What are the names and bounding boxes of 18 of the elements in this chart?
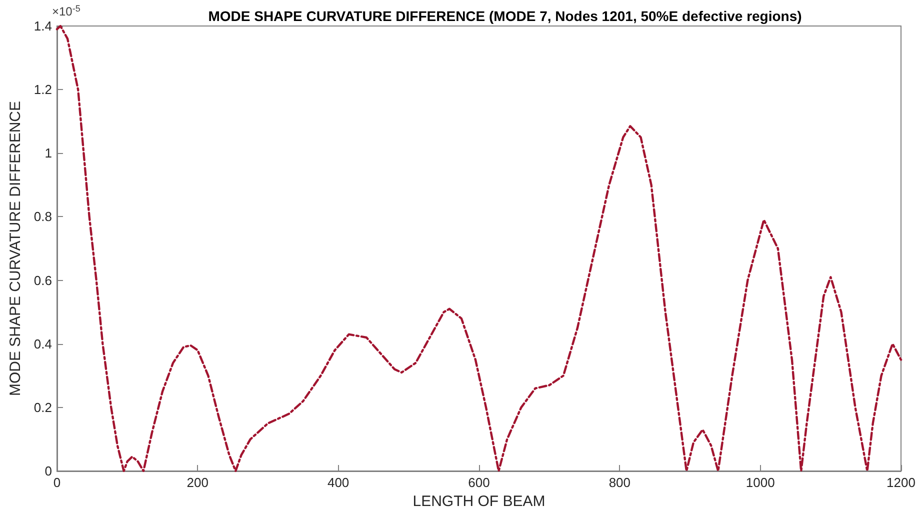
y-tick-label: 0.6 bbox=[34, 272, 52, 288]
y-axis-title: MODE SHAPE CURVATURE DIFFERENCE bbox=[7, 100, 24, 396]
y-tick-label: 1.4 bbox=[34, 18, 52, 34]
x-axis-title: LENGTH OF BEAM bbox=[412, 492, 546, 510]
y-tick-label: 0.2 bbox=[34, 400, 52, 415]
x-tick-label: 200 bbox=[186, 475, 208, 490]
y-tick-label: 0 bbox=[44, 464, 52, 478]
y-tick-label: 1 bbox=[44, 146, 52, 161]
x-tick-label: 600 bbox=[468, 475, 490, 490]
x-tick-label: 800 bbox=[608, 475, 631, 490]
x-tick-label: 400 bbox=[327, 475, 350, 490]
y-tick-label: 0.8 bbox=[34, 209, 52, 224]
y-tick-label: 0.4 bbox=[34, 336, 52, 352]
line-series bbox=[56, 24, 902, 472]
x-tick-label: 1000 bbox=[746, 475, 775, 490]
x-tick-label: 1200 bbox=[886, 475, 916, 490]
chart-title: MODE SHAPE CURVATURE DIFFERENCE (MODE 7, Nodes 1201, 50%E defective regions) bbox=[208, 8, 802, 24]
y-tick-label: 1.2 bbox=[34, 82, 52, 98]
